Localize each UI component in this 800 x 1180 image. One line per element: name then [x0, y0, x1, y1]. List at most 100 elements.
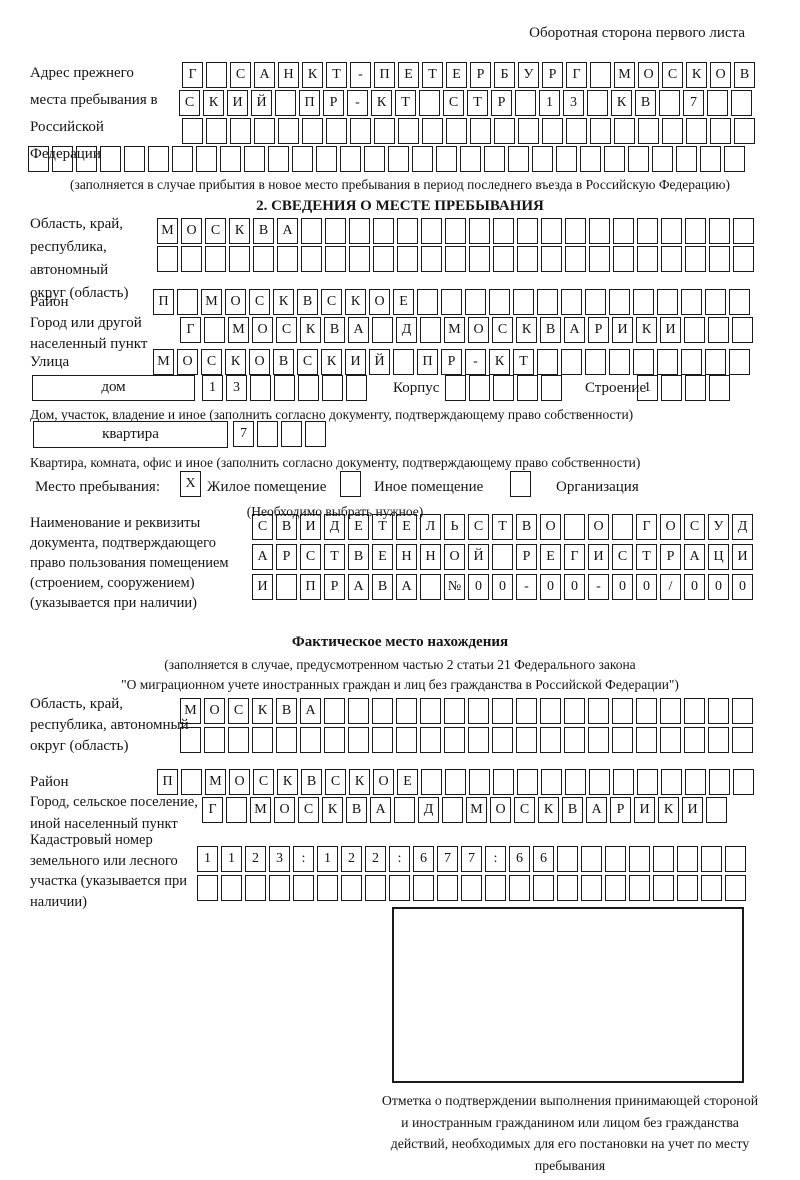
char-cell	[445, 246, 466, 272]
char-cell	[349, 218, 370, 244]
char-cell	[444, 698, 465, 724]
char-cell	[221, 875, 242, 901]
char-cell	[204, 317, 225, 343]
char-cell	[181, 769, 202, 795]
char-cell: 1	[539, 90, 560, 116]
char-cell	[446, 118, 467, 144]
house-note: Дом, участок, владение и иное (заполнить…	[30, 407, 634, 422]
char-cell: Е	[372, 544, 393, 570]
char-cell: Д	[396, 317, 417, 343]
char-cell: С	[230, 62, 251, 88]
char-cell: О	[468, 317, 489, 343]
char-cell	[493, 218, 514, 244]
char-cell: И	[634, 797, 655, 823]
char-cell	[317, 875, 338, 901]
char-cell: 7	[683, 90, 704, 116]
char-cell	[206, 118, 227, 144]
char-cell	[394, 797, 415, 823]
korpus-label: Корпус	[393, 380, 440, 396]
char-cell: Е	[396, 514, 417, 540]
char-cell	[537, 349, 558, 375]
char-cell: К	[489, 349, 510, 375]
char-cell	[661, 769, 682, 795]
char-cell	[517, 375, 538, 401]
char-cell	[372, 317, 393, 343]
char-cell: П	[299, 90, 320, 116]
char-cell	[564, 514, 585, 540]
char-cell: С	[684, 514, 705, 540]
char-cell	[419, 90, 440, 116]
char-cell	[657, 349, 678, 375]
char-cell: Й	[369, 349, 390, 375]
char-cell: А	[252, 544, 273, 570]
char-cell	[628, 146, 649, 172]
char-cell	[590, 118, 611, 144]
char-cell: П	[374, 62, 395, 88]
char-cell	[252, 727, 273, 753]
char-cell	[660, 727, 681, 753]
char-cell	[508, 146, 529, 172]
char-cell: 2	[245, 846, 266, 872]
char-cell	[420, 727, 441, 753]
char-cell	[652, 146, 673, 172]
char-cell	[636, 727, 657, 753]
char-cell	[389, 875, 410, 901]
char-cell	[445, 218, 466, 244]
char-cell	[493, 769, 514, 795]
char-cell	[422, 118, 443, 144]
char-cell: В	[516, 514, 537, 540]
char-cell: К	[658, 797, 679, 823]
char-cell: Е	[397, 769, 418, 795]
char-cell: О	[181, 218, 202, 244]
char-cell: С	[492, 317, 513, 343]
char-cell	[278, 118, 299, 144]
char-cell: К	[636, 317, 657, 343]
char-cell: О	[638, 62, 659, 88]
korpus-cells	[445, 375, 562, 401]
char-cell: К	[322, 797, 343, 823]
char-cell	[532, 146, 553, 172]
char-cell: Г	[566, 62, 587, 88]
char-cell: О	[229, 769, 250, 795]
char-cell	[587, 90, 608, 116]
char-cell	[484, 146, 505, 172]
char-cell: И	[682, 797, 703, 823]
prev-address-row-4	[28, 146, 745, 172]
char-cell: В	[372, 574, 393, 600]
char-cell	[305, 421, 326, 447]
document-label: Наименование и реквизиты документа, подт…	[30, 515, 229, 611]
char-cell: С	[249, 289, 270, 315]
char-cell	[489, 289, 510, 315]
char-cell: 0	[540, 574, 561, 600]
char-cell: Р	[324, 574, 345, 600]
char-cell: С	[297, 349, 318, 375]
char-cell: С	[321, 289, 342, 315]
char-cell	[276, 727, 297, 753]
char-cell	[566, 118, 587, 144]
char-cell: К	[300, 317, 321, 343]
char-cell: И	[227, 90, 248, 116]
char-cell: Д	[418, 797, 439, 823]
char-cell: В	[635, 90, 656, 116]
char-cell	[253, 246, 274, 272]
char-cell	[373, 218, 394, 244]
char-cell: К	[229, 218, 250, 244]
char-cell	[557, 846, 578, 872]
char-cell: 7	[437, 846, 458, 872]
char-cell: К	[321, 349, 342, 375]
char-cell	[460, 146, 481, 172]
char-cell: А	[348, 317, 369, 343]
char-cell	[710, 118, 731, 144]
stroenie-cells: 1	[637, 375, 730, 401]
char-cell	[348, 727, 369, 753]
char-cell: В	[346, 797, 367, 823]
char-cell: :	[485, 846, 506, 872]
street-label: Улица	[30, 354, 70, 370]
char-cell	[76, 146, 97, 172]
char-cell	[437, 875, 458, 901]
char-cell: А	[300, 698, 321, 724]
char-cell	[733, 769, 754, 795]
